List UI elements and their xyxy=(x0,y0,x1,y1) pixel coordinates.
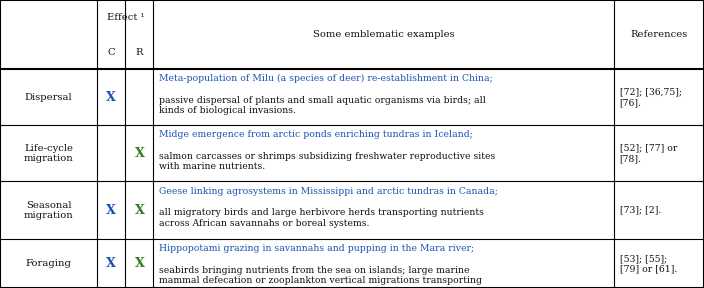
Text: [72]; [36,75];
[76].: [72]; [36,75]; [76]. xyxy=(620,88,681,107)
Text: salmon carcasses or shrimps subsidizing freshwater reproductive sites
with marin: salmon carcasses or shrimps subsidizing … xyxy=(159,152,496,171)
Text: X: X xyxy=(134,204,144,217)
Text: passive dispersal of plants and small aquatic organisms via birds; all
kinds of : passive dispersal of plants and small aq… xyxy=(159,96,486,115)
Text: Life-cycle
migration: Life-cycle migration xyxy=(24,144,73,163)
Text: Midge emergence from arctic ponds enriching tundras in Iceland;: Midge emergence from arctic ponds enrich… xyxy=(159,130,473,139)
Text: X: X xyxy=(106,204,116,217)
Text: References: References xyxy=(630,30,688,39)
Text: Foraging: Foraging xyxy=(25,259,72,268)
Text: [53]; [55];
[79] or [61].: [53]; [55]; [79] or [61]. xyxy=(620,254,677,273)
Text: X: X xyxy=(106,257,116,270)
Text: C: C xyxy=(108,48,115,57)
Text: R: R xyxy=(136,48,143,57)
Text: Seasonal
migration: Seasonal migration xyxy=(24,200,73,220)
Text: Meta-population of Milu (a species of deer) re-establishment in China;: Meta-population of Milu (a species of de… xyxy=(159,74,493,84)
Text: [52]; [77] or
[78].: [52]; [77] or [78]. xyxy=(620,144,677,163)
Text: X: X xyxy=(134,257,144,270)
Text: Effect ¹: Effect ¹ xyxy=(106,14,144,22)
Text: X: X xyxy=(106,91,116,104)
Text: Dispersal: Dispersal xyxy=(25,93,73,102)
Text: [73]; [2].: [73]; [2]. xyxy=(620,206,661,215)
Text: Some emblematic examples: Some emblematic examples xyxy=(313,30,455,39)
Text: Hippopotami grazing in savannahs and pupping in the Mara river;: Hippopotami grazing in savannahs and pup… xyxy=(159,244,474,253)
Text: Geese linking agrosystems in Mississippi and arctic tundras in Canada;: Geese linking agrosystems in Mississippi… xyxy=(159,187,498,196)
Text: X: X xyxy=(134,147,144,160)
Text: all migratory birds and large herbivore herds transporting nutrients
across Afri: all migratory birds and large herbivore … xyxy=(159,208,484,228)
Text: seabirds bringing nutrients from the sea on islands; large marine
mammal defecat: seabirds bringing nutrients from the sea… xyxy=(159,266,482,288)
